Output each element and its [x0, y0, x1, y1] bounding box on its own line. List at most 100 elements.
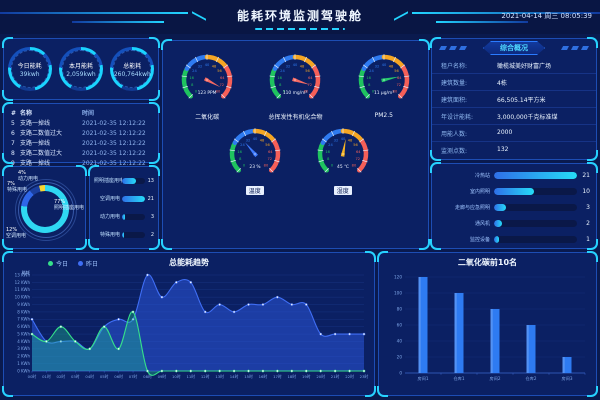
- bar: [454, 293, 464, 373]
- device-value: 10: [582, 188, 590, 195]
- y-tick-label: 4 KWh: [17, 339, 30, 344]
- overview-row: 用能人数: 2000: [432, 125, 596, 142]
- gauge-tick-label: 16: [366, 76, 371, 80]
- gauge-arc: [293, 54, 318, 70]
- gauge-tick-label: 72: [267, 157, 272, 161]
- gauge-tick-label: 80: [304, 89, 309, 93]
- y-tick-label: 100: [394, 291, 402, 296]
- bar: [562, 357, 572, 373]
- gauge-tick-label: 56: [353, 143, 358, 147]
- gauge-tick: [362, 149, 369, 152]
- x-tick-label: 18时: [288, 374, 297, 379]
- data-point: [160, 369, 164, 373]
- usage-label: 动力用电: [99, 214, 120, 220]
- gauge-arc: [229, 140, 241, 173]
- gauge-tick-label: 40: [382, 63, 387, 67]
- gauge-tick: [242, 130, 246, 137]
- x-tick-label: 12时: [201, 374, 210, 379]
- usage-fill: [122, 177, 137, 184]
- gauge-tick-label: 40: [340, 137, 345, 141]
- bar-highlight: [454, 293, 457, 373]
- gauge-tick-label: 80: [216, 89, 221, 93]
- gauge-tick-label: 32: [286, 64, 291, 68]
- gauge-tick: [268, 168, 274, 173]
- device-value: 1: [586, 236, 590, 243]
- kpi-panel: 今日能耗 39kwh 本月能耗 2,059kwh 总能耗 260,764kwh: [2, 37, 160, 101]
- data-point: [117, 347, 120, 351]
- kpi-circle: 本月能耗 2,059kwh: [58, 47, 103, 91]
- gauge-tick: [195, 56, 199, 63]
- data-point: [304, 303, 308, 306]
- gauge-needle: [340, 138, 346, 157]
- overview-row: 建筑面积: 66,505.14平方米: [432, 91, 596, 108]
- x-tick-label: 21时: [331, 374, 340, 379]
- gauge-reading: 23 %: [249, 164, 260, 170]
- legend-item-今日[interactable]: 今日: [48, 259, 68, 268]
- usage-fill: [122, 213, 126, 220]
- gauge-reading: 11 μg/m³: [374, 90, 394, 96]
- gauge-tick: [358, 138, 364, 143]
- gauge-tick: [315, 75, 322, 78]
- gauge-name: 总挥发性有机化合物: [268, 114, 323, 121]
- data-point: [232, 310, 236, 314]
- gauge-row-air: 0 8 16 24 32 40 48 56 64 72 80 123 PPM 二氧化碳 0 8 16 24 32 4…: [163, 41, 428, 121]
- bar: [490, 309, 500, 373]
- kpi-ring: 今日能耗 39kwh: [7, 47, 52, 91]
- gauge-tick-label: 56: [306, 69, 311, 73]
- data-point: [304, 369, 308, 373]
- data-point: [203, 310, 207, 314]
- gauge-tick-label: 72: [220, 83, 225, 87]
- gauge-tick: [233, 138, 239, 143]
- gauge-1: 0 8 16 24 32 40 48 56 64 72 80 123 PPM 二氧化碳: [163, 49, 251, 121]
- kpi-row: 今日能耗 39kwh 本月能耗 2,059kwh 总能耗 260,764kwh: [4, 39, 158, 99]
- gauge-tick: [304, 56, 308, 63]
- gauge-tick-label: 56: [217, 69, 222, 73]
- kpi-ring: 本月能耗 2,059kwh: [58, 47, 103, 91]
- y-tick-label: 3 KWh: [17, 346, 30, 351]
- overview-label: 建筑面积:: [441, 97, 468, 104]
- usage-bars-panel: 照明插座用电 13 空调用电 21 动力用电 3 特殊用电 2: [88, 165, 160, 250]
- legend-label: 昨日: [86, 261, 99, 268]
- gauges-panel: 0 8 16 24 32 40 48 56 64 72 80 123 PPM 二氧化碳 0 8 16 24 32 4…: [161, 39, 430, 250]
- gauge-tick: [269, 75, 276, 78]
- gauge-tick-label: 8: [191, 83, 194, 87]
- gauge-tick-label: 16: [190, 76, 195, 80]
- gauge-tick-label: 48: [300, 64, 305, 68]
- gauge-tick: [227, 75, 233, 78]
- device-track: [494, 236, 577, 243]
- x-tick-label: 房间1: [417, 375, 428, 382]
- overview-row: 监测点数: 132: [432, 142, 596, 158]
- gauge-tick: [318, 159, 324, 163]
- device-label: 通风机: [474, 221, 490, 227]
- slice-pct: 77%: [53, 199, 66, 205]
- gauge-tick-label: 72: [308, 83, 313, 87]
- gauge-name: 温度: [245, 186, 264, 195]
- gauge-arc: [356, 139, 368, 173]
- header-deco-line-left2: [72, 21, 164, 23]
- gauge-tick-label: 32: [245, 138, 250, 142]
- legend-item-昨日[interactable]: 昨日: [78, 259, 98, 268]
- data-point: [218, 369, 222, 373]
- usage-track: [122, 195, 145, 202]
- gauge-tick: [226, 85, 232, 89]
- kpi-ring: 总能耗 260,764kwh: [110, 47, 155, 91]
- alarm-row: 5 支路一掉线 2021-02-35 12:12:22: [11, 119, 151, 129]
- overview-value: 4栋: [497, 80, 507, 87]
- gauge-tick: [330, 130, 334, 137]
- gauge-tick-label: 8: [239, 157, 242, 161]
- usage-label: 空调用电: [99, 196, 120, 202]
- data-point: [247, 303, 250, 306]
- x-tick-label: 07时: [129, 374, 138, 379]
- data-point: [131, 317, 135, 321]
- x-tick-label: 08时: [143, 374, 152, 379]
- gauge-tick-label: 24: [328, 143, 333, 147]
- gauge-tick-label: 80: [351, 163, 356, 167]
- gauge-tick-label: 64: [356, 150, 361, 154]
- overview-row: 年设计能耗: 3,000,000千克标准煤: [432, 108, 596, 125]
- alarm-time: 2021-02-35 12:12:22: [82, 160, 146, 167]
- gauge-reading: 123 PPM: [198, 90, 217, 96]
- data-point: [203, 369, 207, 373]
- usage-bar-row: 特殊用电 2: [94, 231, 154, 238]
- alarm-row: 7 支路一掉线 2021-02-35 12:12:22: [11, 139, 151, 149]
